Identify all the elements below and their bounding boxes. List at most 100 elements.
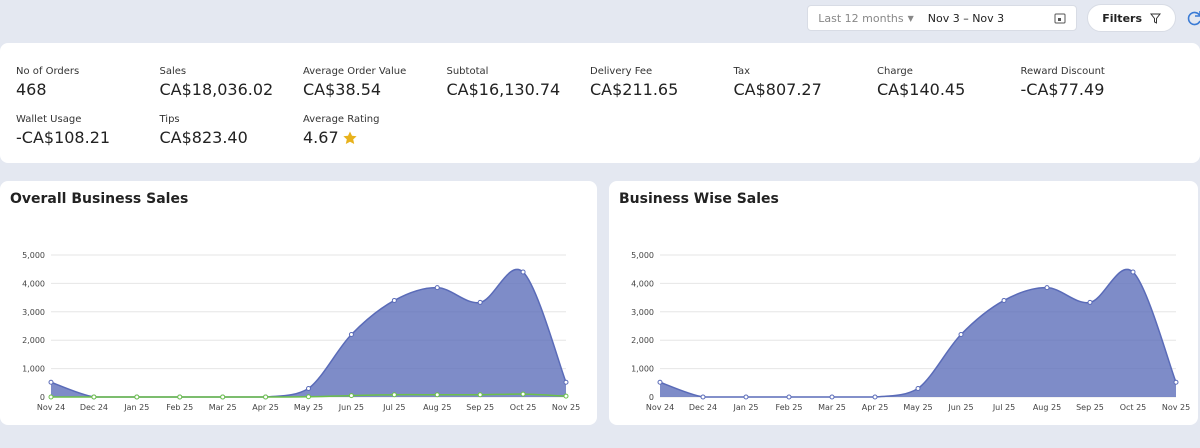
filter-icon — [1150, 13, 1161, 24]
stat: Wallet Usage -CA$108.21 — [16, 114, 156, 147]
x-tick-label: Mar 25 — [209, 403, 237, 412]
point — [391, 297, 397, 303]
point — [829, 394, 835, 400]
point — [1001, 297, 1007, 303]
stat-number: -CA$77.49 — [1020, 80, 1105, 99]
stat: Delivery Fee CA$211.65 — [590, 66, 730, 99]
stat-value: -CA$77.49 — [1021, 80, 1161, 99]
filters-button[interactable]: Filters — [1087, 4, 1176, 32]
point — [434, 392, 440, 398]
point — [306, 394, 311, 400]
x-tick-label: Jan 25 — [123, 403, 149, 412]
y-tick-label: 1,000 — [22, 365, 45, 374]
y-tick-label: 5,000 — [631, 251, 654, 260]
point — [434, 285, 440, 291]
point — [1044, 285, 1050, 291]
chart-title: Business Wise Sales — [619, 191, 779, 207]
stat-label: Average Order Value — [303, 66, 407, 77]
filters-label: Filters — [1102, 11, 1142, 25]
point — [915, 385, 921, 391]
x-tick-label: Jul 25 — [992, 403, 1015, 412]
y-tick-label: 5,000 — [22, 251, 45, 260]
x-tick-label: Jan 25 — [732, 403, 758, 412]
refresh-icon[interactable] — [1186, 9, 1200, 27]
point — [48, 379, 54, 385]
point — [520, 391, 526, 397]
point — [477, 299, 483, 305]
point — [263, 394, 269, 400]
y-tick-label: 4,000 — [22, 279, 45, 288]
chart: Business Wise Sales 0 1,000 2,000 3,000 4,000… — [619, 191, 1190, 412]
calendar-icon — [1054, 13, 1066, 24]
point — [563, 393, 569, 399]
x-tick-label: Jul 25 — [382, 403, 405, 412]
y-tick-label: 4,000 — [631, 279, 654, 288]
x-tick-label: Nov 24 — [646, 403, 674, 412]
star — [343, 131, 357, 144]
stat-label: Tax — [733, 66, 751, 77]
stat-label: Average Rating — [303, 114, 380, 125]
x-tick-label: Oct 25 — [510, 403, 537, 412]
date-range: Nov 3 – Nov 3 — [927, 11, 1005, 25]
x-tick-label: Jun 25 — [947, 403, 973, 412]
stat-value: CA$211.65 — [590, 80, 730, 99]
stat-value: CA$807.27 — [734, 80, 874, 99]
stats-panel: No of Orders 468 Sales CA$18,036.02 Average … — [0, 43, 1200, 163]
x-tick-label: Nov 25 — [1162, 403, 1190, 412]
x-tick-label: Sep 25 — [1076, 403, 1104, 412]
stat-number: CA$807.27 — [733, 80, 822, 99]
stat: Charge CA$140.45 — [877, 66, 1017, 99]
x-tick-label: Dec 24 — [689, 403, 717, 412]
stat-label: Tips — [159, 114, 180, 125]
x-tick-label: Oct 25 — [1120, 403, 1147, 412]
stat-value: -CA$108.21 — [16, 128, 156, 147]
point — [786, 394, 792, 400]
chart-card: Business Wise Sales 0 1,000 2,000 3,000 4,000… — [609, 181, 1198, 425]
stat: Average Order Value CA$38.54 — [303, 66, 443, 99]
point — [1087, 299, 1093, 305]
point — [220, 394, 226, 400]
stat-value: CA$16,130.74 — [447, 80, 587, 99]
caret: ▼ — [907, 13, 914, 23]
point — [1130, 269, 1136, 275]
point — [391, 392, 397, 398]
point — [134, 394, 140, 400]
point — [348, 332, 354, 338]
area-fill — [51, 269, 566, 397]
stat-label: Charge — [877, 66, 913, 77]
chart-card: Overall Business Sales 0 1,000 2,000 3,000 4,… — [0, 181, 597, 425]
stat-value: CA$823.40 — [160, 128, 300, 147]
stat-number: CA$211.65 — [590, 80, 679, 99]
x-tick-label: May 25 — [903, 403, 932, 412]
stat-number: 4.67 — [303, 128, 339, 147]
toolbar: Last 12 months ▼ Nov 3 – Nov 3 Filters — [807, 4, 1200, 32]
point — [177, 394, 183, 400]
chart: Overall Business Sales 0 1,000 2,000 3,000 4,… — [10, 191, 580, 412]
x-tick-label: Apr 25 — [862, 403, 889, 412]
x-tick-label: Jun 25 — [338, 403, 364, 412]
stat: Tips CA$823.40 — [160, 114, 300, 147]
point — [563, 379, 569, 385]
area-fill — [660, 269, 1176, 397]
x-tick-label: Mar 25 — [818, 403, 846, 412]
point — [306, 385, 311, 391]
stat-number: 468 — [16, 80, 47, 99]
stat-number: CA$38.54 — [303, 80, 382, 99]
point — [477, 392, 483, 398]
stat-label: Sales — [159, 66, 187, 77]
stat-label: Delivery Fee — [590, 66, 653, 77]
range-select[interactable]: Last 12 months — [818, 11, 904, 25]
stat-number: CA$823.40 — [159, 128, 248, 147]
stat: Subtotal CA$16,130.74 — [447, 66, 587, 99]
x-tick-label: May 25 — [294, 403, 323, 412]
x-tick-label: Feb 25 — [776, 403, 803, 412]
date-picker[interactable]: Last 12 months ▼ Nov 3 – Nov 3 — [807, 5, 1078, 31]
stat-label: Reward Discount — [1020, 66, 1105, 77]
x-tick-label: Aug 25 — [423, 403, 451, 412]
y-tick-label: 0 — [649, 393, 654, 402]
y-tick-label: 3,000 — [631, 308, 654, 317]
chart-title: Overall Business Sales — [10, 191, 188, 207]
point — [657, 379, 663, 385]
x-tick-label: Nov 24 — [37, 403, 65, 412]
